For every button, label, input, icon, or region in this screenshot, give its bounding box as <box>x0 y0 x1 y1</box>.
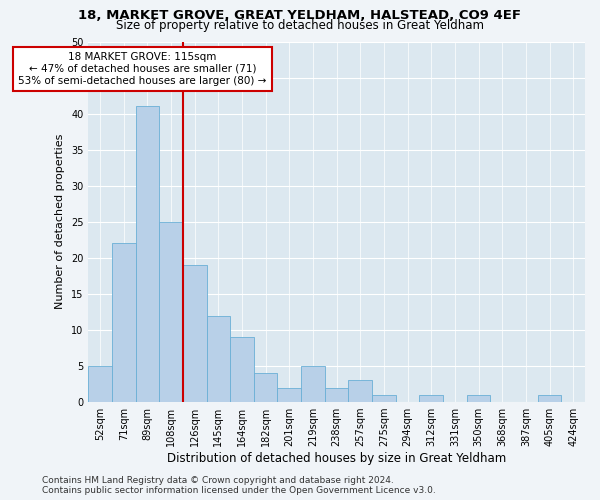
Bar <box>159 222 183 402</box>
Y-axis label: Number of detached properties: Number of detached properties <box>55 134 65 310</box>
Bar <box>349 380 372 402</box>
Bar <box>301 366 325 402</box>
X-axis label: Distribution of detached houses by size in Great Yeldham: Distribution of detached houses by size … <box>167 452 506 465</box>
Bar <box>254 373 277 402</box>
Bar <box>88 366 112 402</box>
Bar <box>206 316 230 402</box>
Bar <box>372 395 396 402</box>
Text: Contains HM Land Registry data © Crown copyright and database right 2024.
Contai: Contains HM Land Registry data © Crown c… <box>42 476 436 495</box>
Text: 18, MARKET GROVE, GREAT YELDHAM, HALSTEAD, CO9 4EF: 18, MARKET GROVE, GREAT YELDHAM, HALSTEA… <box>79 9 521 22</box>
Text: 18 MARKET GROVE: 115sqm
← 47% of detached houses are smaller (71)
53% of semi-de: 18 MARKET GROVE: 115sqm ← 47% of detache… <box>19 52 267 86</box>
Bar <box>136 106 159 402</box>
Bar <box>230 337 254 402</box>
Bar <box>183 265 206 402</box>
Bar <box>277 388 301 402</box>
Bar <box>467 395 490 402</box>
Bar <box>325 388 349 402</box>
Bar <box>112 244 136 402</box>
Text: Size of property relative to detached houses in Great Yeldham: Size of property relative to detached ho… <box>116 19 484 32</box>
Bar <box>538 395 562 402</box>
Bar <box>419 395 443 402</box>
